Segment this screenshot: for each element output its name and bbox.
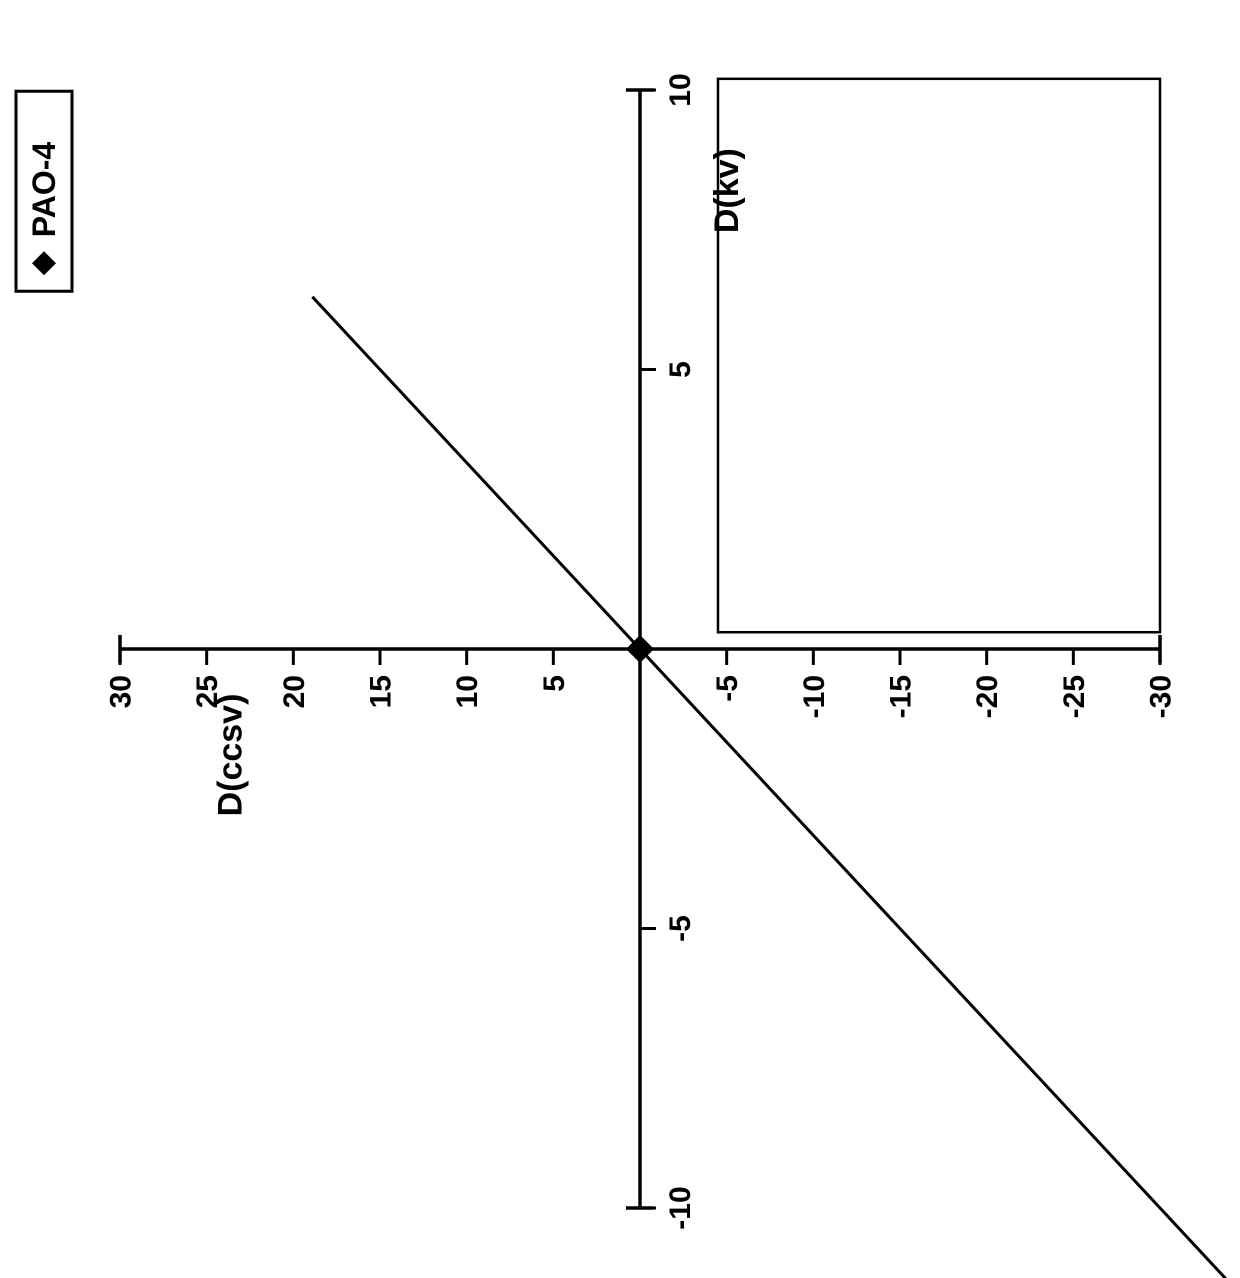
x-tick-label: -5 <box>664 915 697 942</box>
y-tick-label: 20 <box>278 675 311 708</box>
y-tick-label: 15 <box>365 675 398 708</box>
x-tick-label: -10 <box>664 1186 697 1229</box>
chart-rotated-group: -10-5510D(kv)-30-25-20-15-10-55101520253… <box>0 0 1240 1278</box>
x-axis-label: D(kv) <box>708 148 746 233</box>
legend: PAO-4 <box>16 91 72 291</box>
y-tick-label: 10 <box>451 675 484 708</box>
y-tick-label: -30 <box>1145 675 1178 718</box>
y-tick-label: -10 <box>798 675 831 718</box>
y-axis-label: D(ccsv) <box>211 694 249 817</box>
x-tick-label: 10 <box>664 73 697 106</box>
legend-label: PAO-4 <box>26 142 62 238</box>
x-tick-label: 5 <box>664 361 697 378</box>
y-tick-label: 30 <box>105 675 138 708</box>
chart-svg: -10-5510D(kv)-30-25-20-15-10-55101520253… <box>0 0 1240 1278</box>
y-tick-label: 5 <box>538 675 571 692</box>
y-tick-label: -15 <box>885 675 918 718</box>
y-tick-label: -25 <box>1058 675 1091 718</box>
y-tick-label: -5 <box>711 675 744 702</box>
plot-background <box>0 0 1240 1278</box>
y-tick-label: -20 <box>971 675 1004 718</box>
